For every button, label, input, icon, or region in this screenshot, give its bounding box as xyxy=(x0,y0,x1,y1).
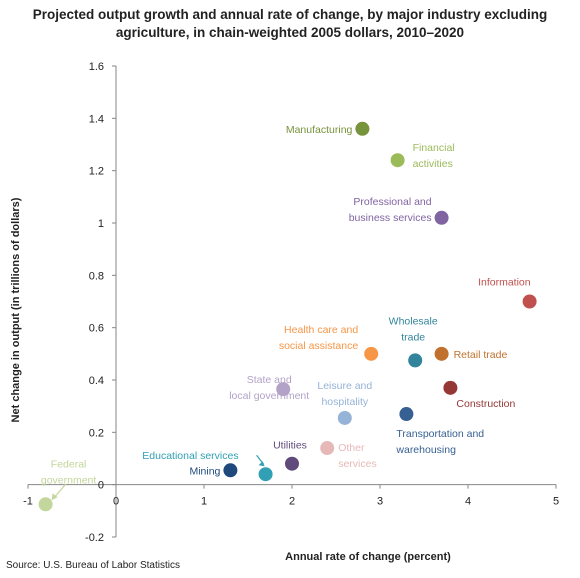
data-point-label: trade xyxy=(401,331,425,343)
y-tick-label: 0.6 xyxy=(89,323,104,335)
x-tick-label: 3 xyxy=(377,496,383,508)
data-point xyxy=(399,407,414,422)
educational-services-pointer-head xyxy=(258,461,265,467)
y-tick-label: 1.6 xyxy=(89,61,104,73)
data-point-label: Transportation and xyxy=(396,428,484,440)
data-point-label: Utilities xyxy=(273,440,307,452)
y-tick-label: 0.4 xyxy=(89,375,104,387)
data-point xyxy=(364,346,379,361)
data-point xyxy=(258,467,273,482)
data-point xyxy=(434,210,449,225)
data-point-label: government xyxy=(41,474,97,486)
data-point-label: warehousing xyxy=(395,444,456,456)
data-point-label: Construction xyxy=(456,398,515,410)
data-point xyxy=(434,346,449,361)
x-tick-label: 2 xyxy=(289,496,295,508)
data-point xyxy=(276,382,291,397)
y-tick-label: 0.8 xyxy=(89,270,104,282)
data-point xyxy=(408,353,423,368)
data-point-label: Financial xyxy=(413,142,455,154)
y-axis-title: Net change in output (in trillions of do… xyxy=(10,197,22,422)
x-tick-label: 5 xyxy=(553,496,559,508)
chart-title-line-1: Projected output growth and annual rate … xyxy=(32,7,548,22)
chart-title-line-2: agriculture, in chain-weighted 2005 doll… xyxy=(115,25,465,40)
source-note: Source: U.S. Bureau of Labor Statistics xyxy=(6,560,180,571)
data-point xyxy=(337,410,352,425)
data-point-label: Educational services xyxy=(142,450,238,462)
x-tick-label: 1 xyxy=(201,496,207,508)
y-tick-label: 1 xyxy=(98,218,104,230)
chart-title: Projected output growth and annual rate … xyxy=(0,6,580,42)
x-tick-label: 4 xyxy=(465,496,471,508)
data-point-label: local government xyxy=(229,390,309,402)
y-tick-label: 0.2 xyxy=(89,427,104,439)
x-axis-title: Annual rate of change (percent) xyxy=(285,551,451,563)
x-tick-label: 0 xyxy=(113,496,119,508)
data-point-label: Manufacturing xyxy=(286,124,353,136)
data-point xyxy=(522,294,537,309)
data-point xyxy=(390,153,405,168)
data-point-label: Federal xyxy=(51,458,87,470)
data-point-label: business services xyxy=(349,212,432,224)
x-tick-label: -1 xyxy=(23,496,33,508)
data-point-label: Professional and xyxy=(353,196,431,208)
data-point-label: Information xyxy=(478,277,531,289)
data-point xyxy=(38,497,53,512)
data-point-label: Health care and xyxy=(284,324,358,336)
federal-government-pointer-head xyxy=(51,493,58,501)
data-point xyxy=(223,463,238,478)
data-point xyxy=(443,380,458,395)
data-point-label: Retail trade xyxy=(454,349,508,361)
data-point-label: Leisure and xyxy=(317,380,372,392)
data-point xyxy=(355,121,370,136)
data-point-label: Mining xyxy=(189,465,220,477)
data-point-label: State and xyxy=(247,374,292,386)
data-point-label: hospitality xyxy=(321,396,368,408)
data-point-label: social assistance xyxy=(279,340,359,352)
data-point-label: services xyxy=(338,458,377,470)
y-tick-label: 1.2 xyxy=(89,166,104,178)
data-point-label: Other xyxy=(338,442,365,454)
data-point xyxy=(285,456,299,471)
y-tick-label: 0 xyxy=(98,480,104,492)
y-tick-label: 1.4 xyxy=(89,113,104,125)
data-point-label: activities xyxy=(413,158,453,170)
data-point xyxy=(320,441,335,456)
y-tick-label: -0.2 xyxy=(85,532,104,544)
data-point-label: Wholesale xyxy=(389,315,438,327)
